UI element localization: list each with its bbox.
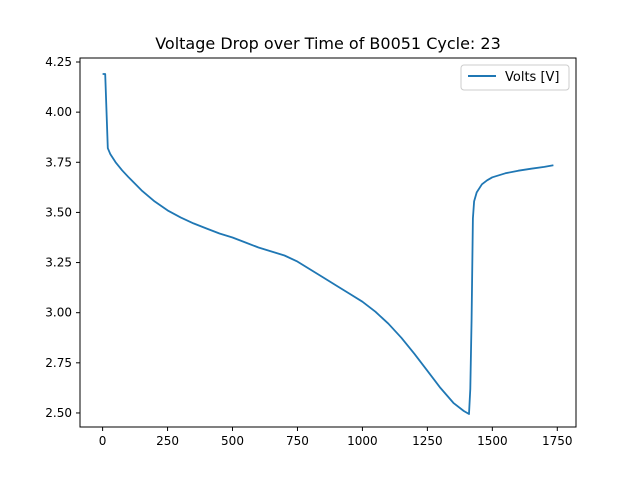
- legend-box: [460, 64, 570, 91]
- chart-title: Voltage Drop over Time of B0051 Cycle: 2…: [155, 34, 501, 53]
- y-tick-label: 2.75: [45, 356, 72, 370]
- plot-area: 0 250 500 750 1000 1250 1500 1750 2.50 2.75 3.00 3.…: [45, 55, 572, 448]
- legend: Volts [V]: [460, 64, 570, 91]
- x-tick-label: 250: [156, 434, 179, 448]
- y-tick-label: 3.25: [45, 256, 72, 270]
- x-tick-label: 1250: [412, 434, 443, 448]
- y-tick-label: 3.00: [45, 306, 72, 320]
- x-tick-label: 1750: [542, 434, 573, 448]
- legend-label: Volts [V]: [505, 70, 560, 85]
- x-tick-label: 1500: [477, 434, 508, 448]
- axes-frame: [79, 57, 577, 428]
- y-tick-label: 3.50: [45, 205, 72, 219]
- x-tick-label: 750: [286, 434, 309, 448]
- voltage-line: [102, 73, 554, 415]
- y-tick-label: 2.50: [45, 406, 72, 420]
- x-tick-label: 500: [221, 434, 244, 448]
- x-tick-label: 1000: [347, 434, 378, 448]
- y-tick-label: 3.75: [45, 155, 72, 169]
- x-tick-label: 0: [99, 434, 107, 448]
- y-tick-label: 4.00: [45, 105, 72, 119]
- y-tick-label: 4.25: [45, 55, 72, 69]
